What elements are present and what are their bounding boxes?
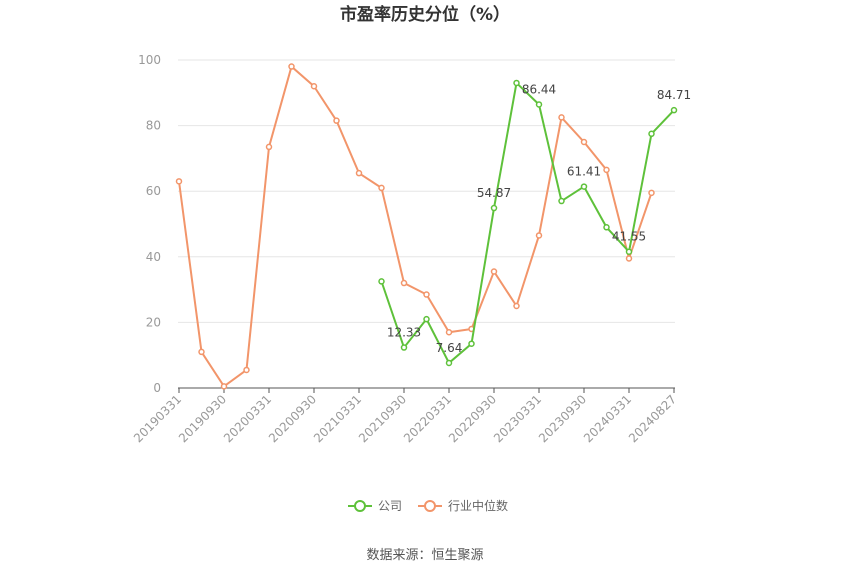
data-point[interactable] bbox=[580, 138, 588, 146]
y-tick-label-40: 40 bbox=[146, 250, 161, 264]
data-label: 12.33 bbox=[387, 326, 421, 340]
data-point[interactable] bbox=[558, 114, 565, 121]
data-label: 41.55 bbox=[612, 230, 646, 244]
data-label: 61.41 bbox=[567, 165, 601, 179]
data-point[interactable] bbox=[288, 63, 295, 70]
axes: 0 20 40 60 80 100 2019033120190930202003312020… bbox=[131, 53, 679, 445]
legend-marker bbox=[424, 500, 436, 512]
data-label: 86.44 bbox=[522, 82, 556, 96]
y-tick-label-80: 80 bbox=[146, 119, 161, 133]
data-point[interactable] bbox=[400, 344, 408, 351]
y-tick-label-60: 60 bbox=[146, 184, 161, 198]
x-tick-label-20190331: 20190331 bbox=[131, 392, 184, 445]
legend-marker bbox=[354, 500, 366, 512]
x-tick-label-20210930: 20210930 bbox=[356, 392, 409, 445]
data-point[interactable] bbox=[378, 184, 385, 192]
data-label: 84.71 bbox=[657, 88, 691, 102]
data-point[interactable] bbox=[445, 328, 453, 336]
data-point[interactable] bbox=[423, 291, 430, 298]
series-layer bbox=[175, 63, 678, 390]
data-point[interactable] bbox=[648, 189, 655, 197]
legend-item-company[interactable]: 公司 bbox=[348, 499, 402, 513]
x-tick-label-20240331: 20240331 bbox=[581, 392, 634, 445]
grid-lines bbox=[178, 59, 675, 323]
data-labels: 12.33 7.64 54.87 86.44 61.41 41.55 84.71 bbox=[387, 82, 691, 354]
y-tick-label-20: 20 bbox=[146, 315, 161, 329]
data-point[interactable] bbox=[468, 340, 475, 347]
x-tick-label-20220930: 20220930 bbox=[446, 392, 499, 445]
x-tick-label-20200930: 20200930 bbox=[266, 392, 319, 445]
data-point[interactable] bbox=[378, 278, 385, 285]
data-point[interactable] bbox=[175, 178, 183, 185]
x-tick-label-20230930: 20230930 bbox=[536, 392, 589, 445]
data-point[interactable] bbox=[310, 82, 318, 90]
data-label: 54.87 bbox=[477, 186, 511, 200]
data-point[interactable] bbox=[580, 183, 588, 190]
data-point[interactable] bbox=[355, 169, 363, 177]
legend[interactable]: 公司 行业中位数 bbox=[348, 498, 508, 513]
data-point[interactable] bbox=[625, 255, 633, 262]
data-label: 7.64 bbox=[436, 341, 463, 355]
x-tick-label-20190930: 20190930 bbox=[176, 392, 229, 445]
x-tick-label-20200331: 20200331 bbox=[221, 392, 274, 445]
legend-label: 公司 bbox=[378, 499, 402, 513]
series-company bbox=[378, 79, 678, 367]
chart-title: 市盈率历史分位（%） bbox=[340, 4, 510, 25]
data-point[interactable] bbox=[535, 101, 543, 108]
data-point[interactable] bbox=[513, 79, 520, 87]
data-point[interactable] bbox=[603, 224, 610, 231]
data-point[interactable] bbox=[445, 359, 453, 367]
data-point[interactable] bbox=[400, 279, 408, 287]
data-point[interactable] bbox=[198, 348, 205, 356]
legend-label: 行业中位数 bbox=[448, 498, 508, 513]
source-note: 数据来源：恒生聚源 bbox=[366, 548, 483, 563]
data-point[interactable] bbox=[558, 197, 565, 205]
data-point[interactable] bbox=[603, 166, 610, 174]
data-point[interactable] bbox=[625, 248, 633, 255]
data-point[interactable] bbox=[243, 366, 250, 374]
x-tick-label-20240827: 20240827 bbox=[626, 392, 679, 445]
data-point[interactable] bbox=[648, 130, 655, 138]
data-point[interactable] bbox=[265, 143, 273, 151]
x-tick-label-20220331: 20220331 bbox=[401, 392, 454, 445]
y-tick-label-0: 0 bbox=[153, 381, 161, 395]
data-point[interactable] bbox=[220, 383, 228, 390]
legend-item-industry-median[interactable]: 行业中位数 bbox=[418, 498, 508, 513]
data-point[interactable] bbox=[490, 204, 498, 212]
data-point[interactable] bbox=[670, 106, 678, 114]
x-tick-label-20210331: 20210331 bbox=[311, 392, 364, 445]
data-point[interactable] bbox=[423, 315, 430, 323]
data-point[interactable] bbox=[490, 268, 498, 275]
series-line bbox=[380, 81, 675, 364]
y-tick-label-100: 100 bbox=[138, 53, 161, 67]
data-point[interactable] bbox=[513, 302, 520, 310]
x-tick-label-20230331: 20230331 bbox=[491, 392, 544, 445]
data-point[interactable] bbox=[333, 117, 340, 124]
data-point[interactable] bbox=[535, 232, 543, 239]
series-line bbox=[178, 65, 653, 388]
series-industry-median bbox=[175, 63, 655, 390]
